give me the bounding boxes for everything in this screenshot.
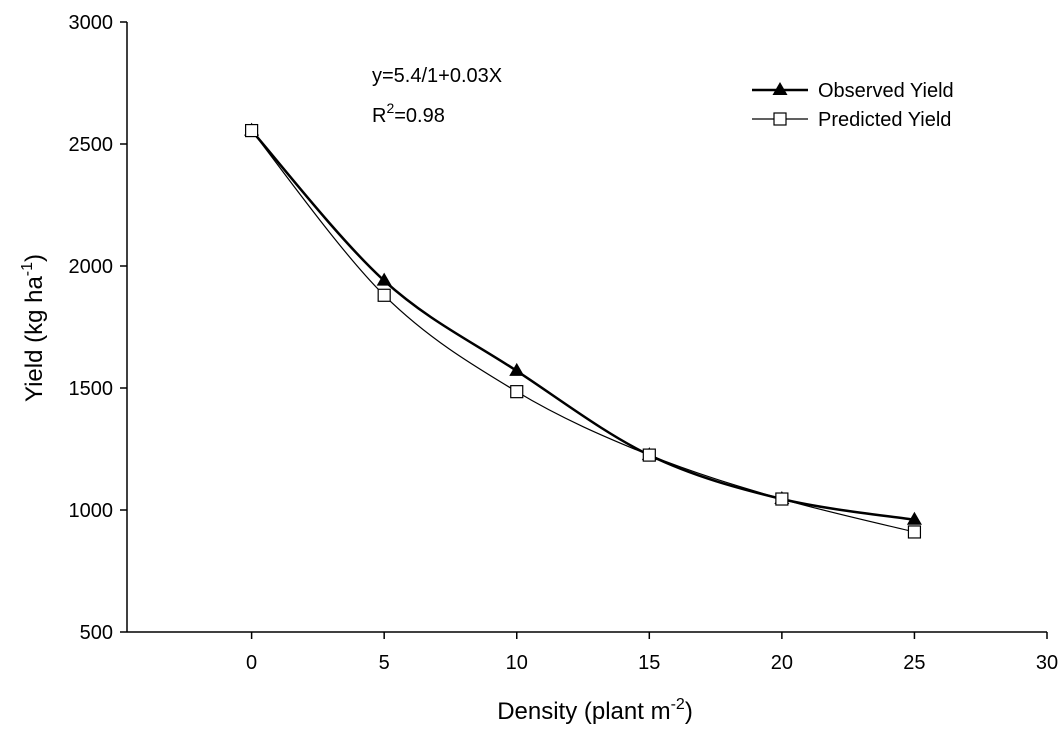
y-axis-title-sup: -1 (19, 262, 36, 276)
r-squared-sup: 2 (386, 100, 394, 116)
x-axis-title-suffix: ) (685, 698, 693, 725)
y-tick-label: 3000 (69, 12, 114, 34)
x-axis-title-sup: -2 (671, 696, 685, 713)
x-axis-title: Density (plant m-2) (497, 696, 693, 725)
legend: Observed Yield Predicted Yield (752, 80, 954, 131)
r-squared-prefix: R (372, 105, 386, 127)
y-tick-label: 1500 (69, 378, 114, 400)
y-axis-title-text: Yield (kg ha (21, 276, 48, 403)
equation-annotation: y=5.4/1+0.03X (372, 65, 502, 87)
y-tick-label: 2500 (69, 134, 114, 156)
series-predicted (245, 123, 922, 539)
y-axis-title: Yield (kg ha-1) (19, 254, 48, 402)
y-tick-label: 1000 (69, 500, 114, 522)
data-point-triangle (906, 511, 922, 525)
x-tick-label: 10 (506, 652, 528, 674)
legend-predicted-label: Predicted Yield (818, 109, 951, 131)
data-point-triangle (509, 362, 525, 376)
x-tick-label: 15 (638, 652, 660, 674)
r-squared-value: =0.98 (394, 105, 445, 127)
x-tick-label: 25 (903, 652, 925, 674)
data-point-square (907, 525, 922, 539)
x-tick-label: 20 (771, 652, 793, 674)
series-observed (244, 122, 922, 525)
y-axis-ticks: 500 1000 1500 2000 2500 3000 (69, 12, 127, 644)
x-axis-title-text: Density (plant m (497, 698, 670, 725)
y-tick-label: 2000 (69, 256, 114, 278)
series-line (251, 130, 915, 533)
data-point-square (245, 123, 259, 138)
data-point-square (510, 385, 524, 399)
legend-predicted-square-icon (773, 112, 787, 126)
series-line (250, 129, 915, 521)
x-tick-label: 30 (1036, 652, 1058, 674)
x-tick-label: 0 (246, 652, 257, 674)
y-tick-label: 500 (80, 622, 113, 644)
legend-observed-triangle-icon (772, 82, 788, 95)
data-point-square (642, 448, 656, 462)
x-tick-label: 5 (379, 652, 390, 674)
data-point-triangle (376, 272, 392, 286)
legend-observed-label: Observed Yield (818, 80, 954, 102)
r-squared-annotation: R2=0.98 (372, 100, 445, 127)
data-point-square (377, 288, 391, 302)
y-axis-title-suffix: ) (21, 254, 48, 262)
series-layer (244, 122, 922, 539)
x-axis-ticks: 0 5 10 15 20 25 30 (246, 632, 1058, 674)
data-point-square (775, 492, 789, 506)
